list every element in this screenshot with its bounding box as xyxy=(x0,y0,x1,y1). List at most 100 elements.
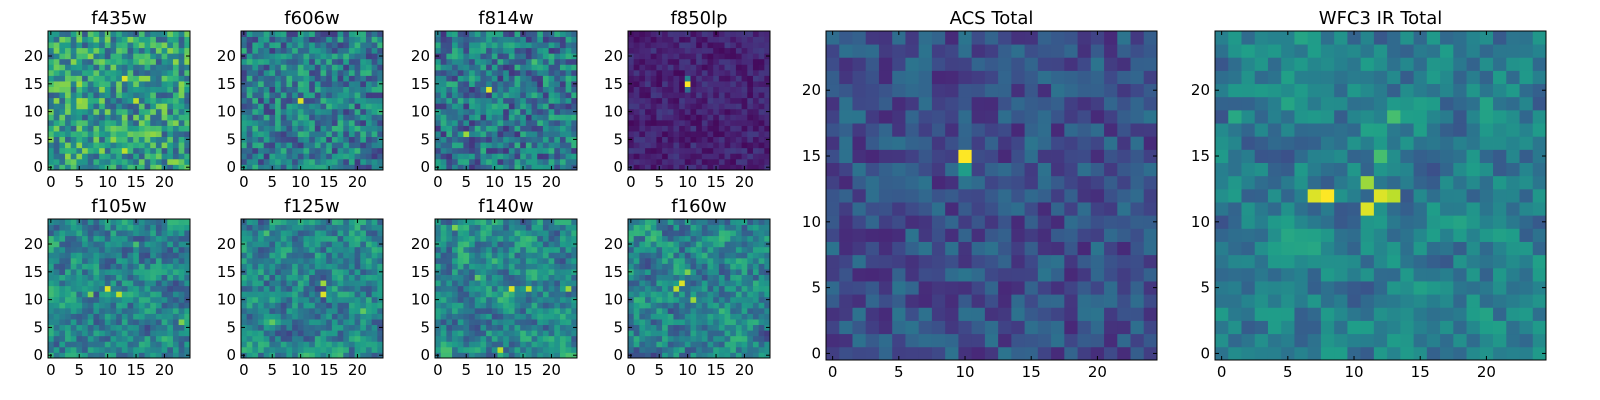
heatmap-cell xyxy=(348,114,355,121)
heatmap-cell xyxy=(48,302,55,309)
heatmap-cell xyxy=(76,313,83,320)
heatmap-cell xyxy=(258,252,265,259)
heatmap-cell xyxy=(150,296,157,303)
heatmap-cell xyxy=(167,81,174,87)
heatmap-cell xyxy=(491,108,498,115)
y-tick-label: 0 xyxy=(613,158,623,176)
heatmap-cell xyxy=(520,97,527,104)
heatmap-cell xyxy=(752,291,760,298)
heatmap-cell xyxy=(150,125,157,132)
heatmap-cell xyxy=(263,246,270,253)
heatmap-cell xyxy=(656,147,663,154)
heatmap-cell xyxy=(59,69,66,76)
heatmap-cell xyxy=(93,125,100,132)
heatmap-cell xyxy=(457,257,464,264)
heatmap-cell xyxy=(269,230,276,237)
heatmap-cell xyxy=(343,335,350,342)
heatmap-cell xyxy=(667,108,674,115)
heatmap-cell xyxy=(446,153,453,160)
heatmap-cell xyxy=(565,31,572,37)
heatmap-cell xyxy=(48,131,55,138)
heatmap-cell xyxy=(684,319,691,326)
heatmap-cell xyxy=(628,153,635,160)
heatmap-cell xyxy=(110,246,117,253)
heatmap-cell xyxy=(371,319,378,326)
heatmap-cell xyxy=(537,114,544,121)
heatmap-cell xyxy=(497,153,504,160)
heatmap-cell xyxy=(337,153,344,160)
heatmap-cell xyxy=(121,136,128,143)
heatmap-cell xyxy=(707,285,714,292)
heatmap-cell xyxy=(99,131,106,138)
heatmap-cell xyxy=(371,224,378,231)
heatmap-cell xyxy=(53,131,60,138)
heatmap-cell xyxy=(741,53,748,60)
heatmap-cell xyxy=(303,302,310,309)
heatmap-cell xyxy=(258,147,265,154)
heatmap-cell xyxy=(309,291,316,298)
heatmap-cell xyxy=(263,86,270,93)
heatmap-cell xyxy=(309,324,316,331)
heatmap-cell xyxy=(150,352,157,359)
heatmap-cell xyxy=(292,97,299,104)
heatmap-cell xyxy=(326,153,333,160)
heatmap-cell xyxy=(326,86,333,93)
heatmap-cell xyxy=(446,53,453,60)
heatmap-cell xyxy=(469,164,476,171)
heatmap-cell xyxy=(565,64,572,71)
heatmap-cell xyxy=(514,86,521,93)
heatmap-cell xyxy=(144,142,151,149)
heatmap-cell xyxy=(508,219,515,225)
heatmap-cell xyxy=(747,302,754,309)
heatmap-cell xyxy=(365,92,373,99)
heatmap-cell xyxy=(184,75,191,82)
heatmap-cell xyxy=(360,69,367,76)
heatmap-cell xyxy=(48,36,55,43)
heatmap-cell xyxy=(667,31,674,37)
heatmap-cell xyxy=(503,224,510,231)
heatmap-cell xyxy=(548,125,555,132)
heatmap-cell xyxy=(252,263,259,270)
x-tick-label: 20 xyxy=(155,361,174,379)
heatmap-cell xyxy=(53,97,60,104)
heatmap-cell xyxy=(656,36,663,43)
heatmap-cell xyxy=(497,81,504,87)
heatmap-cell xyxy=(116,241,123,248)
heatmap-cell xyxy=(70,42,77,49)
heatmap-cell xyxy=(138,64,145,71)
heatmap-cell xyxy=(565,75,572,82)
heatmap-cell xyxy=(314,86,321,93)
heatmap-cell xyxy=(337,36,344,43)
heatmap-cell xyxy=(571,119,578,126)
heatmap-cell xyxy=(758,69,765,76)
heatmap-cell xyxy=(348,36,355,43)
heatmap-cell xyxy=(133,131,140,138)
heatmap-cell xyxy=(286,119,293,126)
heatmap-cell xyxy=(297,280,304,287)
heatmap-cell xyxy=(241,302,248,309)
heatmap-cell xyxy=(463,252,470,259)
heatmap-cell xyxy=(252,302,259,309)
heatmap-cell xyxy=(747,108,754,115)
heatmap-cell xyxy=(440,219,447,225)
heatmap-cell xyxy=(48,69,55,76)
heatmap-cell xyxy=(133,230,140,237)
heatmap-cell xyxy=(309,69,316,76)
heatmap-cell xyxy=(701,335,708,342)
heatmap-cell xyxy=(650,58,657,65)
heatmap-cell xyxy=(525,36,532,43)
heatmap-cell xyxy=(690,69,697,76)
heatmap-cell xyxy=(104,108,111,115)
heatmap-cell xyxy=(571,246,578,253)
heatmap-cell xyxy=(452,319,459,326)
heatmap-cell xyxy=(59,136,66,143)
heatmap-cell xyxy=(440,81,447,87)
heatmap-cell xyxy=(752,274,760,281)
heatmap-cell xyxy=(252,97,259,104)
heatmap-cell xyxy=(645,291,652,298)
heatmap-cell xyxy=(275,352,282,359)
heatmap-cell xyxy=(747,335,754,342)
heatmap-cell xyxy=(297,235,304,242)
heatmap-cell xyxy=(446,86,453,93)
heatmap-cell xyxy=(446,92,453,99)
